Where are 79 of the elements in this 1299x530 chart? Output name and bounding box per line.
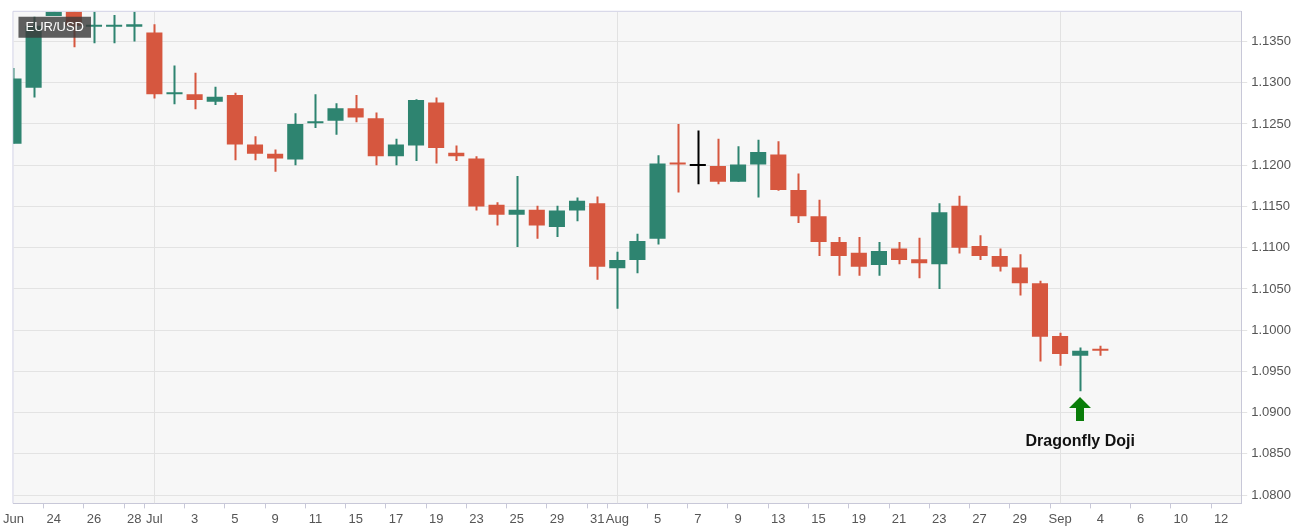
x-tick-label: 13 [771, 510, 786, 526]
candlestick [669, 122, 686, 194]
y-tick-label: 1.0850 [1251, 445, 1291, 461]
x-tick-label: 19 [428, 510, 444, 526]
x-tick-label: 11 [308, 510, 323, 526]
candlestick [186, 71, 203, 111]
x-tick-label: 9 [271, 510, 279, 526]
x-tick-label: 21 [891, 510, 907, 526]
x-tick-label: 27 [972, 510, 987, 526]
candlestick [1052, 331, 1069, 367]
candlestick [891, 240, 908, 266]
x-tick-label: 3 [191, 510, 199, 526]
x-tick-label: 23 [932, 510, 947, 526]
x-tick-label: 15 [348, 510, 363, 526]
x-tick-label: 31 [589, 510, 605, 526]
candlestick [870, 240, 887, 277]
candlestick [568, 196, 586, 223]
candlestick [689, 129, 706, 186]
x-tick-label: 15 [811, 510, 826, 526]
candlestick [1011, 253, 1028, 297]
x-tick-label: 24 [46, 510, 61, 526]
y-tick-label: 1.0800 [1251, 486, 1291, 502]
candlestick [911, 236, 928, 280]
x-tick-label: 25 [509, 510, 524, 526]
x-tick-label: Sep [1048, 510, 1072, 526]
candlestick [548, 204, 565, 238]
x-tick-label: 4 [1096, 510, 1104, 526]
x-tick-label: 5 [231, 510, 239, 526]
candlestick [850, 235, 867, 277]
candlestick [528, 204, 545, 240]
candlestick [1072, 346, 1089, 393]
y-tick-label: 1.1150 [1251, 198, 1291, 214]
x-tick-label: Jul [146, 510, 163, 526]
candlestick [609, 250, 626, 310]
candlestick [488, 201, 505, 227]
candlestick [971, 234, 988, 262]
annotation: Dragonfly Doji [1025, 431, 1135, 449]
candlestick [830, 235, 847, 277]
x-tick-label: 9 [734, 510, 742, 526]
candlestick [246, 135, 264, 162]
candlestick [508, 174, 525, 248]
candlestick [166, 64, 183, 106]
x-tick-label: Aug [605, 510, 629, 526]
y-tick-label: 1.1000 [1251, 321, 1291, 337]
x-tick-label: 12 [1213, 510, 1229, 526]
candlestick [327, 102, 344, 136]
x-tick-label: 7 [694, 510, 702, 526]
x-tick-label: 19 [851, 510, 867, 526]
x-tick-label: 26 [86, 510, 102, 526]
candlestick [126, 11, 143, 43]
y-tick-label: 1.1300 [1251, 74, 1291, 90]
candlestick [267, 148, 284, 173]
x-tick-label: 29 [1012, 510, 1028, 526]
candlestick [709, 137, 726, 186]
candlestick [106, 14, 123, 45]
y-tick-label: 1.0900 [1251, 404, 1291, 420]
candlestick [387, 137, 404, 167]
x-tick-label: 29 [549, 510, 565, 526]
candlestick [347, 94, 364, 124]
y-tick-label: 1.1200 [1251, 156, 1291, 172]
y-tick-label: 1.0950 [1251, 363, 1291, 378]
candlestick [206, 85, 223, 107]
candlestick [730, 145, 747, 183]
x-tick-label: 17 [388, 510, 404, 526]
y-tick-label: 1.1100 [1251, 239, 1291, 255]
candlestick [991, 247, 1008, 273]
x-tick-label: 23 [469, 510, 484, 526]
candlestick [307, 93, 324, 130]
x-tick-label: 28 [127, 510, 142, 526]
y-tick-label: 1.1250 [1251, 115, 1291, 131]
x-tick-label: Jun [3, 510, 24, 526]
text: EUR/USD [25, 19, 84, 35]
y-tick-label: 1.1050 [1251, 280, 1291, 296]
x-tick-label: 5 [653, 510, 662, 526]
candlestick [629, 232, 646, 275]
y-tick-label: 1.1350 [1251, 33, 1291, 49]
x-tick-label: 10 [1173, 510, 1189, 526]
x-tick-label: 6 [1136, 510, 1145, 526]
candlestick [750, 138, 767, 199]
